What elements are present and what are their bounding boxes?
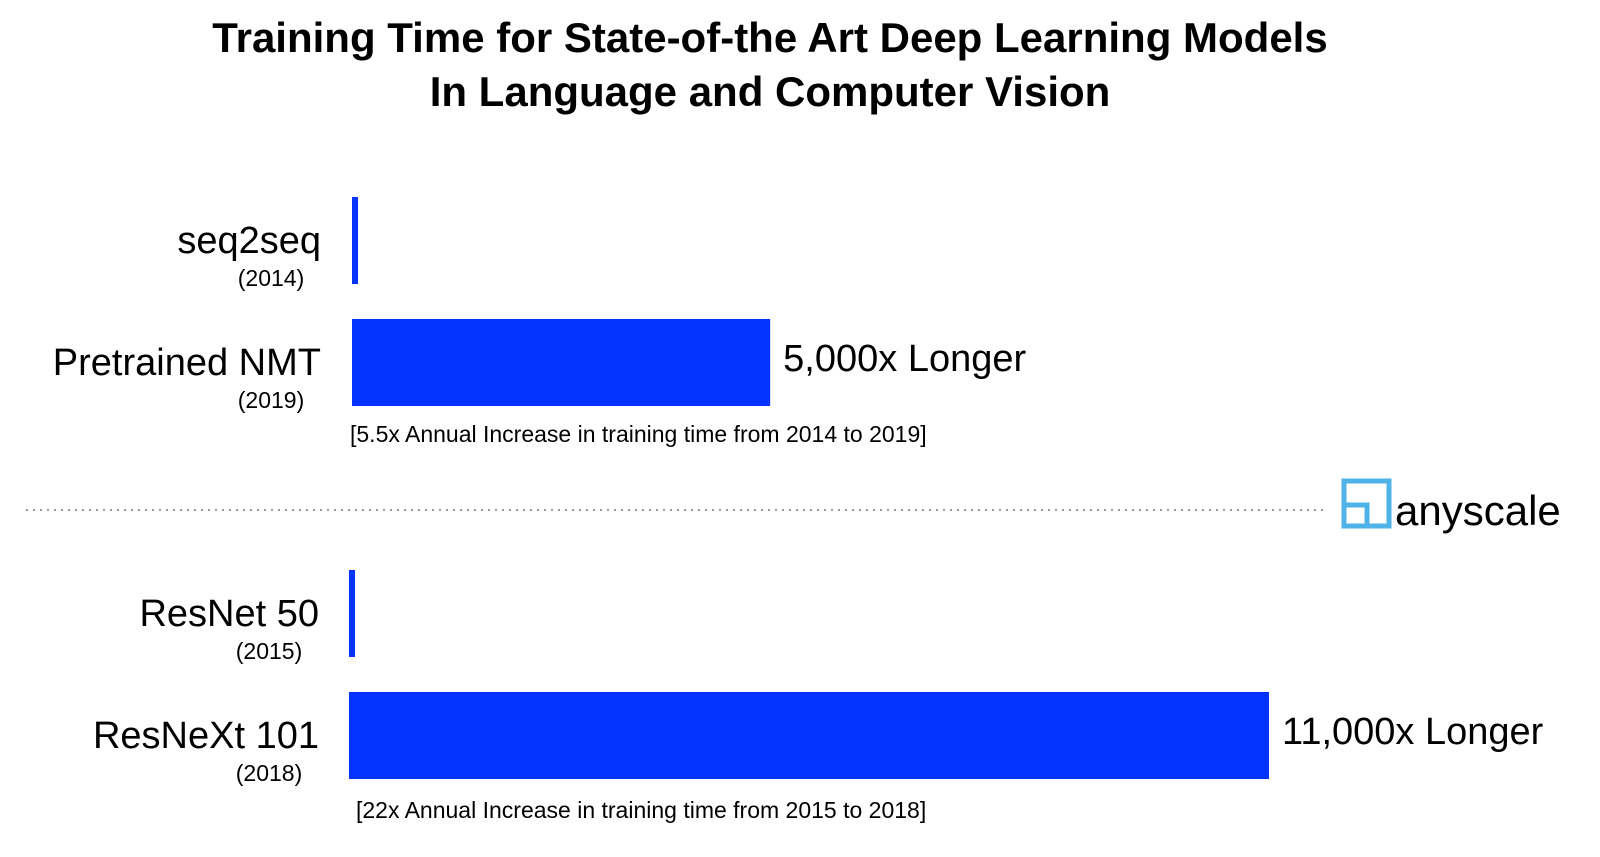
bar-resnext-101 <box>349 692 1269 779</box>
chart-title-line-1: Training Time for State-of-the Art Deep … <box>212 14 1327 61</box>
value-label: 11,000x Longer <box>1282 711 1544 753</box>
chart-title-line-2: In Language and Computer Vision <box>430 68 1111 115</box>
category-label: ResNet 50 <box>139 593 319 635</box>
anyscale-logo: anyscale <box>1341 478 1561 534</box>
category-label: seq2seq <box>177 220 321 262</box>
bar-pretrained-nmt <box>352 319 771 406</box>
language-models-group: seq2seq (2014) Pretrained NMT (2019) 5,000x … <box>53 197 1027 447</box>
bar-resnet-50 <box>349 570 355 657</box>
category-label: Pretrained NMT <box>53 342 321 384</box>
bar-seq2seq <box>352 197 358 284</box>
anyscale-logo-text: anyscale <box>1395 487 1561 534</box>
year-label: (2014) <box>238 265 304 291</box>
vision-models-group: ResNet 50 (2015) ResNeXt 101 (2018) 11,000x … <box>93 570 1544 823</box>
anyscale-logo-icon <box>1341 478 1392 529</box>
year-label: (2015) <box>236 638 302 664</box>
year-label: (2018) <box>236 760 302 786</box>
annual-increase-note: [22x Annual Increase in training time fr… <box>356 797 926 823</box>
year-label: (2019) <box>238 387 304 413</box>
annual-increase-note: [5.5x Annual Increase in training time f… <box>350 421 927 447</box>
value-label: 5,000x Longer <box>783 338 1026 380</box>
category-label: ResNeXt 101 <box>93 715 319 757</box>
